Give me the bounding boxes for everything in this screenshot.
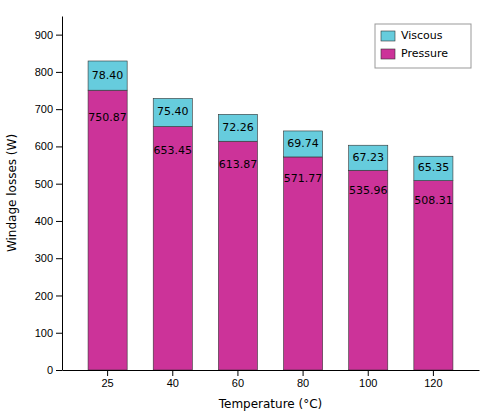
tick-mark: [56, 221, 62, 222]
y-tick: 200: [35, 289, 62, 301]
bar: [349, 170, 388, 370]
legend-label: Pressure: [401, 47, 448, 60]
tick-label: 100: [35, 327, 53, 339]
tick-mark: [56, 35, 62, 36]
data-label: 653.45: [154, 144, 193, 157]
tick-mark: [56, 72, 62, 73]
bar: [218, 141, 257, 370]
data-label: 508.31: [414, 194, 453, 207]
y-tick: 700: [35, 103, 62, 115]
tick-mark: [433, 370, 434, 376]
tick-label: 80: [297, 377, 309, 389]
y-tick: 400: [35, 215, 62, 227]
bar: [414, 181, 453, 370]
tick-mark: [368, 370, 369, 376]
x-tick: 80: [297, 370, 309, 389]
data-label: 75.40: [157, 105, 189, 118]
legend-item: Pressure: [381, 47, 448, 60]
x-axis: 25 40 60 80 100 120: [63, 370, 480, 389]
bar: [88, 61, 127, 90]
x-tick: 40: [167, 370, 179, 389]
y-tick: 0: [47, 364, 62, 376]
tick-label: 0: [47, 364, 53, 376]
bar: [284, 157, 323, 370]
data-label: 613.87: [219, 158, 258, 171]
chart: 750.87 653.45 613.87 571.77 535.96 508.31 78.4…: [0, 0, 495, 418]
y-tick: 100: [35, 327, 62, 339]
tick-mark: [56, 370, 62, 371]
data-label: 535.96: [349, 184, 388, 197]
x-tick: 100: [359, 370, 377, 389]
tick-mark: [56, 109, 62, 110]
y-tick: 500: [35, 178, 62, 190]
tick-mark: [303, 370, 304, 376]
tick-mark: [237, 370, 238, 376]
legend-box: [375, 24, 471, 68]
tick-label: 120: [424, 377, 442, 389]
tick-label: 200: [35, 289, 53, 301]
tick-label: 500: [35, 178, 53, 190]
bar: [349, 145, 388, 170]
tick-label: 400: [35, 215, 53, 227]
y-axis-title: Windage losses (W): [5, 134, 19, 252]
data-labels: 750.87 653.45 613.87 571.77 535.96 508.31 78.4…: [88, 69, 452, 207]
tick-label: 60: [232, 377, 244, 389]
tick-mark: [172, 370, 173, 376]
data-label: 65.35: [418, 161, 450, 174]
bar: [88, 90, 127, 370]
axis-line: [63, 370, 480, 371]
tick-mark: [107, 370, 108, 376]
tick-mark: [56, 295, 62, 296]
y-tick: 900: [35, 29, 62, 41]
tick-mark: [56, 258, 62, 259]
legend: Viscous Pressure: [375, 24, 471, 68]
bar: [153, 127, 192, 370]
y-tick: 300: [35, 252, 62, 264]
legend-label: Viscous: [401, 29, 443, 42]
data-label: 72.26: [222, 121, 254, 134]
x-tick: 25: [101, 370, 113, 389]
tick-label: 800: [35, 66, 53, 78]
tick-label: 900: [35, 29, 53, 41]
bars: [88, 61, 453, 370]
tick-label: 25: [101, 377, 113, 389]
legend-item: Viscous: [381, 29, 443, 42]
data-label: 750.87: [88, 111, 127, 124]
tick-mark: [56, 146, 62, 147]
x-tick: 120: [424, 370, 442, 389]
legend-swatch: [381, 31, 395, 41]
data-label: 67.23: [352, 151, 384, 164]
tick-mark: [56, 184, 62, 185]
y-axis: 0 100 200 300 400 500 600 700 800 900: [35, 17, 63, 377]
x-tick: 60: [232, 370, 244, 389]
bar: [414, 156, 453, 180]
tick-label: 300: [35, 252, 53, 264]
tick-label: 40: [167, 377, 179, 389]
data-label: 571.77: [284, 172, 323, 185]
plot: 750.87 653.45 613.87 571.77 535.96 508.31 78.4…: [35, 17, 480, 389]
tick-label: 600: [35, 140, 53, 152]
legend-swatch: [381, 49, 395, 59]
y-tick: 600: [35, 140, 62, 152]
bar: [218, 114, 257, 141]
axis-line: [62, 17, 63, 371]
tick-label: 700: [35, 103, 53, 115]
bar: [284, 131, 323, 157]
tick-mark: [56, 333, 62, 334]
tick-label: 100: [359, 377, 377, 389]
data-label: 78.40: [92, 69, 124, 82]
y-tick: 800: [35, 66, 62, 78]
data-label: 69.74: [287, 137, 319, 150]
x-axis-title: Temperature (°C): [218, 397, 323, 411]
bar: [153, 98, 192, 126]
